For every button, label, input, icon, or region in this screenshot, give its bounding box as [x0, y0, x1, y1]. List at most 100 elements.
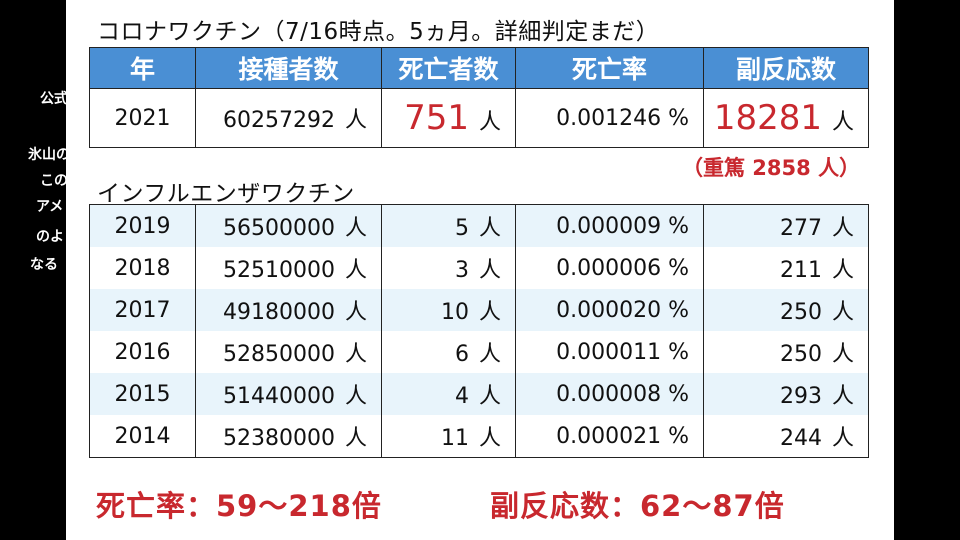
reactions-cell: 244 人: [704, 415, 869, 458]
rate-cell: 0.000021 %: [516, 415, 704, 458]
reactions-value: 18281: [714, 98, 822, 138]
vaccinated-value: 51440000: [223, 384, 335, 409]
unit-label: 人: [479, 258, 501, 283]
reactions-value: 250: [780, 342, 822, 367]
reactions-cell: 277 人: [704, 205, 869, 248]
reactions-cell: 211 人: [704, 247, 869, 289]
vaccinated-value: 52380000: [223, 426, 335, 451]
unit-label: 人: [345, 300, 367, 325]
unit-label: 人: [479, 384, 501, 409]
reactions-cell: 293 人: [704, 373, 869, 415]
header-row: 年 接種者数 死亡者数 死亡率 副反応数: [90, 48, 869, 89]
subtitle-line: 氷山の一角: [28, 144, 98, 164]
flu-row: 2017 49180000 人 10 人 0.000020 % 250 人: [90, 289, 869, 331]
vaccinated-cell: 51440000 人: [196, 373, 382, 415]
deaths-value: 751: [404, 98, 469, 138]
reactions-value: 244: [780, 426, 822, 451]
deaths-value: 11: [441, 426, 469, 451]
unit-label: 人: [832, 216, 854, 241]
reactions-cell: 18281 人: [704, 89, 869, 148]
year-cell: 2016: [90, 331, 196, 373]
unit-label: 人: [832, 384, 854, 409]
unit-label: 人: [345, 258, 367, 283]
vaccinated-value: 52510000: [223, 258, 335, 283]
flu-row: 2015 51440000 人 4 人 0.000008 % 293 人: [90, 373, 869, 415]
flu-row: 2016 52850000 人 6 人 0.000011 % 250 人: [90, 331, 869, 373]
severe-note: （重篤 2858 人）: [682, 152, 860, 182]
unit-label: 人: [479, 300, 501, 325]
deaths-value: 4: [455, 384, 469, 409]
reactions-value: 277: [780, 216, 822, 241]
rate-cell: 0.000006 %: [516, 247, 704, 289]
flu-table: 2019 56500000 人 5 人 0.000009 % 277 人 2018 5251000…: [89, 204, 869, 458]
year-cell: 2017: [90, 289, 196, 331]
deaths-value: 10: [441, 300, 469, 325]
unit-label: 人: [832, 110, 854, 135]
unit-label: 人: [345, 384, 367, 409]
vaccinated-value: 49180000: [223, 300, 335, 325]
summary-death-ratio: 死亡率：59～218倍: [96, 483, 382, 525]
unit-label: 人: [479, 426, 501, 451]
reactions-cell: 250 人: [704, 331, 869, 373]
rate-cell: 0.000009 %: [516, 205, 704, 248]
unit-label: 人: [832, 342, 854, 367]
rate-cell: 0.001246 %: [516, 89, 704, 148]
subtitle-line: なる: [30, 254, 58, 274]
year-cell: 2014: [90, 415, 196, 458]
rate-cell: 0.000008 %: [516, 373, 704, 415]
deaths-value: 6: [455, 342, 469, 367]
reactions-value: 293: [780, 384, 822, 409]
vaccinated-cell: 52510000 人: [196, 247, 382, 289]
vaccinated-value: 56500000: [223, 216, 335, 241]
unit-label: 人: [832, 426, 854, 451]
reactions-value: 211: [780, 258, 822, 283]
unit-label: 人: [832, 258, 854, 283]
deaths-cell: 751 人: [382, 89, 516, 148]
unit-label: 人: [832, 300, 854, 325]
subtitle-line: この: [40, 170, 68, 190]
header-year: 年: [90, 48, 196, 89]
vaccinated-cell: 60257292 人: [196, 89, 382, 148]
vaccinated-cell: 56500000 人: [196, 205, 382, 248]
deaths-value: 3: [455, 258, 469, 283]
flu-row: 2019 56500000 人 5 人 0.000009 % 277 人: [90, 205, 869, 248]
unit-label: 人: [479, 110, 501, 135]
header-rate: 死亡率: [516, 48, 704, 89]
rate-cell: 0.000020 %: [516, 289, 704, 331]
subtitle-line: のよう: [36, 226, 78, 246]
subtitle-line: 公式発表: [40, 88, 96, 108]
unit-label: 人: [345, 342, 367, 367]
covid-table: 年 接種者数 死亡者数 死亡率 副反応数 2021 60257292 人 751 人…: [89, 47, 869, 148]
header-deaths: 死亡者数: [382, 48, 516, 89]
flu-row: 2018 52510000 人 3 人 0.000006 % 211 人: [90, 247, 869, 289]
deaths-cell: 10 人: [382, 289, 516, 331]
unit-label: 人: [345, 108, 367, 133]
vaccinated-cell: 52850000 人: [196, 331, 382, 373]
flu-section-title: インフルエンザワクチン: [97, 174, 355, 208]
unit-label: 人: [345, 426, 367, 451]
year-cell: 2019: [90, 205, 196, 248]
year-cell: 2021: [90, 89, 196, 148]
covid-row: 2021 60257292 人 751 人 0.001246 % 18281 人: [90, 89, 869, 148]
year-cell: 2015: [90, 373, 196, 415]
header-reactions: 副反応数: [704, 48, 869, 89]
vaccinated-cell: 49180000 人: [196, 289, 382, 331]
rate-cell: 0.000011 %: [516, 331, 704, 373]
unit-label: 人: [479, 342, 501, 367]
deaths-value: 5: [455, 216, 469, 241]
vaccinated-cell: 52380000 人: [196, 415, 382, 458]
vaccinated-value: 60257292: [223, 108, 335, 133]
reactions-value: 250: [780, 300, 822, 325]
summary-reaction-ratio: 副反応数：62～87倍: [490, 483, 785, 525]
deaths-cell: 11 人: [382, 415, 516, 458]
unit-label: 人: [479, 216, 501, 241]
unit-label: 人: [345, 216, 367, 241]
year-cell: 2018: [90, 247, 196, 289]
vaccinated-value: 52850000: [223, 342, 335, 367]
flu-row: 2014 52380000 人 11 人 0.000021 % 244 人: [90, 415, 869, 458]
covid-section-title: コロナワクチン（7/16時点。5ヵ月。詳細判定まだ）: [97, 12, 659, 46]
